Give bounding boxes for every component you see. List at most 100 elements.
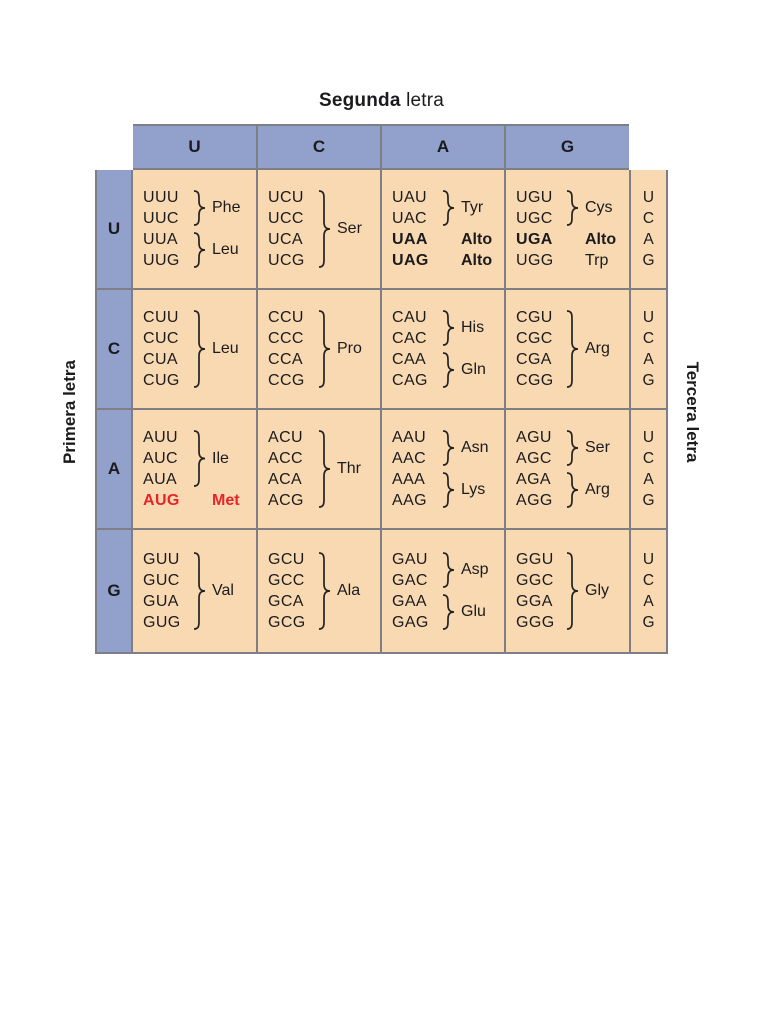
codon-list: UUU UUC bbox=[143, 187, 193, 229]
amino-acid-label: Leu bbox=[212, 241, 239, 258]
brace-box bbox=[442, 190, 459, 226]
codon-group: CAU CAC His bbox=[392, 307, 504, 349]
codon: UCA bbox=[268, 231, 303, 248]
codon-group: GAU GAC Asp bbox=[392, 549, 504, 591]
codon-list: GAA GAG bbox=[392, 591, 442, 633]
title-bold: Segunda bbox=[318, 90, 401, 111]
codon: UCU bbox=[268, 189, 304, 206]
amino-acid-label: Gly bbox=[585, 582, 609, 599]
codon-list: CUU CUC CUA CUG bbox=[143, 307, 193, 391]
codon: UCG bbox=[268, 252, 305, 269]
cell-U-G: UGU UGC Cys UGA Alto UGG Trp bbox=[506, 170, 629, 288]
codon: GGA bbox=[516, 593, 553, 610]
codon: ACC bbox=[268, 450, 303, 467]
codon-group: CGU CGC CGA CGG Arg bbox=[516, 307, 629, 391]
codon-table: U C A G U UUU UUC Phe UUA UUG Leu UCU UCC UCA UCG Ser UA… bbox=[95, 124, 668, 654]
second-letter-header-C: C bbox=[258, 126, 380, 168]
codon-group: UGG Trp bbox=[516, 250, 629, 271]
codon-list: UGU UGC bbox=[516, 187, 566, 229]
codon: AGA bbox=[516, 471, 551, 488]
amino-acid-label: Asp bbox=[461, 561, 489, 578]
codon: GCA bbox=[268, 593, 304, 610]
right-axis-label: Tercera letra bbox=[683, 361, 702, 463]
amino-acid-label: Gln bbox=[461, 361, 486, 378]
codon: UGU bbox=[516, 189, 553, 206]
cell-U-A: UAU UAC Tyr UAA Alto UAG Alto bbox=[382, 170, 504, 288]
brace-icon bbox=[566, 472, 579, 508]
codon-list: AAA AAG bbox=[392, 469, 442, 511]
amino-acid-label: Trp bbox=[585, 251, 609, 269]
codon: UAG bbox=[392, 252, 429, 269]
codon: ACU bbox=[268, 429, 303, 446]
second-letter-header-A: A bbox=[382, 126, 504, 168]
codon: UUC bbox=[143, 210, 179, 227]
brace-box bbox=[318, 552, 335, 630]
third-letter: C bbox=[642, 330, 655, 347]
codon-group: GCU GCC GCA GCG Ala bbox=[268, 549, 380, 633]
codon: AUU bbox=[143, 429, 178, 446]
first-letter-G: G bbox=[97, 530, 131, 652]
brace-icon bbox=[566, 430, 579, 466]
codon: GGC bbox=[516, 572, 554, 589]
brace-icon bbox=[442, 310, 455, 346]
second-letter-header-U: U bbox=[133, 126, 256, 168]
third-letter: C bbox=[642, 450, 655, 467]
codon-group: GAA GAG Glu bbox=[392, 591, 504, 633]
codon: GUG bbox=[143, 614, 181, 631]
amino-acid-label: Alto bbox=[461, 251, 493, 269]
codon: AAG bbox=[392, 492, 427, 509]
brace-box bbox=[318, 190, 335, 268]
cell-G-C: GCU GCC GCA GCG Ala bbox=[258, 530, 380, 652]
codon: CCC bbox=[268, 330, 304, 347]
codon: AAA bbox=[392, 471, 426, 488]
amino-acid-label: Tyr bbox=[461, 199, 484, 216]
brace-box bbox=[566, 310, 583, 388]
codon-group: UCU UCC UCA UCG Ser bbox=[268, 187, 380, 271]
codon: CCA bbox=[268, 351, 303, 368]
codon-group: UGU UGC Cys bbox=[516, 187, 629, 229]
codon: GUA bbox=[143, 593, 179, 610]
codon: GCU bbox=[268, 551, 305, 568]
brace-box bbox=[318, 310, 335, 388]
codon-list: CCU CCC CCA CCG bbox=[268, 307, 318, 391]
cell-A-U: AUU AUC AUA Ile AUG Met bbox=[133, 410, 256, 528]
third-letter: U bbox=[642, 189, 655, 206]
brace-icon bbox=[318, 430, 331, 508]
brace-box bbox=[566, 430, 583, 466]
codon-list: CAU CAC bbox=[392, 307, 442, 349]
codon: CCU bbox=[268, 309, 304, 326]
brace-icon bbox=[318, 552, 331, 630]
cell-G-U: GUU GUC GUA GUG Val bbox=[133, 530, 256, 652]
codon: GGG bbox=[516, 614, 555, 631]
amino-acid-label: Alto bbox=[461, 230, 493, 248]
cell-U-U: UUU UUC Phe UUA UUG Leu bbox=[133, 170, 256, 288]
brace-icon bbox=[193, 190, 206, 226]
codon-group: UAA Alto bbox=[392, 229, 504, 250]
codon: UAC bbox=[392, 210, 427, 227]
codon-group: CCU CCC CCA CCG Pro bbox=[268, 307, 380, 391]
brace-box bbox=[193, 190, 210, 226]
second-letter-header-G: G bbox=[506, 126, 629, 168]
codon-group: AAA AAG Lys bbox=[392, 469, 504, 511]
codon-list: CGU CGC CGA CGG bbox=[516, 307, 566, 391]
cell-C-U: CUU CUC CUA CUG Leu bbox=[133, 290, 256, 408]
codon-list: UGA bbox=[516, 229, 566, 250]
brace-icon bbox=[193, 310, 206, 388]
codon: UUA bbox=[143, 231, 178, 248]
codon: GUC bbox=[143, 572, 180, 589]
codon: CUU bbox=[143, 309, 179, 326]
brace-box bbox=[193, 310, 210, 388]
codon: AGU bbox=[516, 429, 552, 446]
brace-box bbox=[442, 594, 459, 630]
codon: UCC bbox=[268, 210, 304, 227]
brace-icon bbox=[318, 310, 331, 388]
codon: CUC bbox=[143, 330, 179, 347]
cell-A-C: ACU ACC ACA ACG Thr bbox=[258, 410, 380, 528]
codon: AUC bbox=[143, 450, 178, 467]
codon-list: GGU GGC GGA GGG bbox=[516, 549, 566, 633]
brace-box bbox=[566, 190, 583, 226]
amino-acid-label: Lys bbox=[461, 481, 486, 498]
third-letter: U bbox=[642, 429, 655, 446]
codon: AUA bbox=[143, 471, 178, 488]
